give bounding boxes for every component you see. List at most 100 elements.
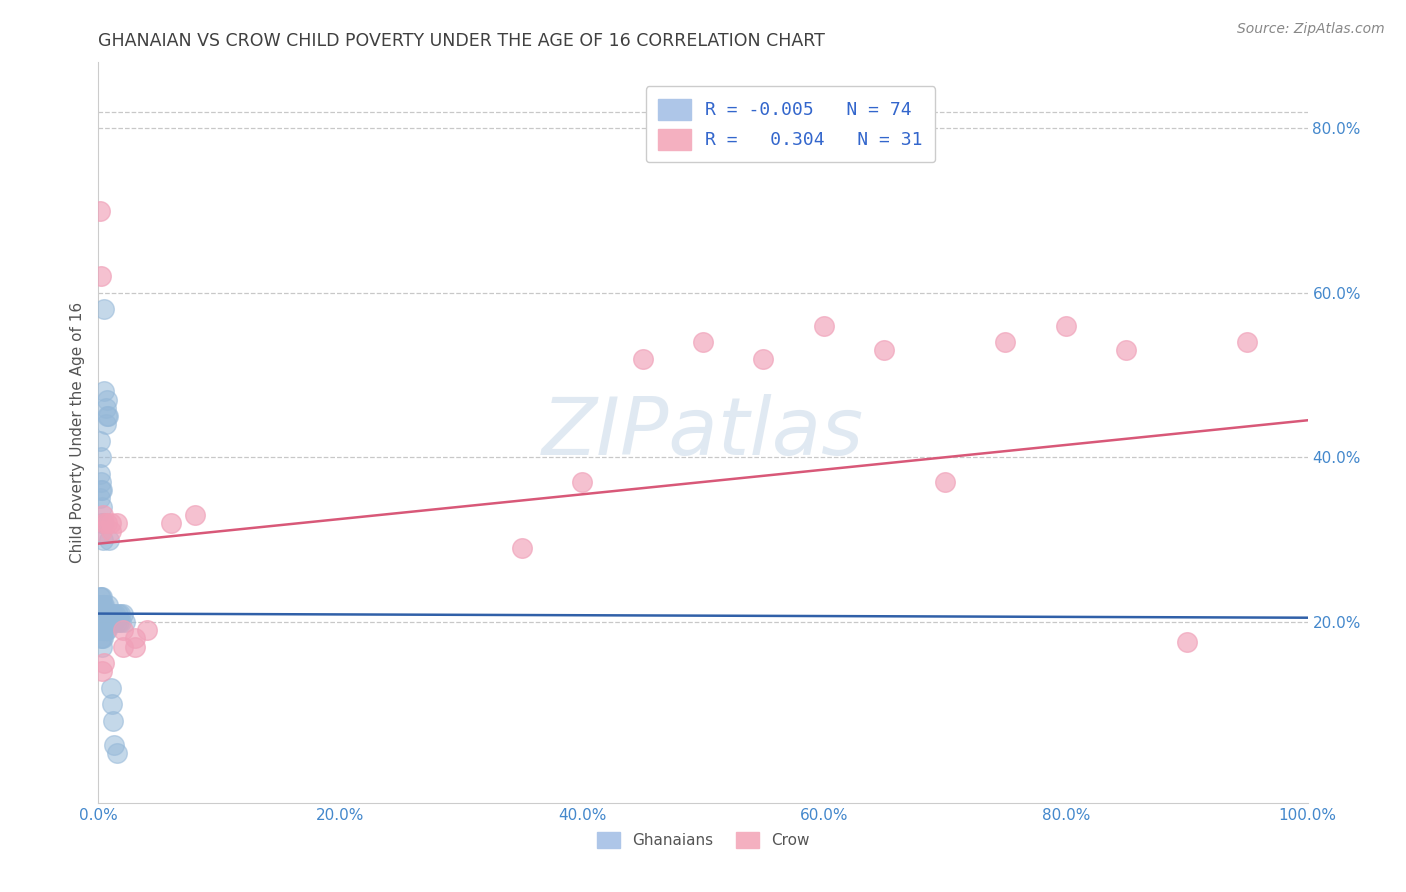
Text: GHANAIAN VS CROW CHILD POVERTY UNDER THE AGE OF 16 CORRELATION CHART: GHANAIAN VS CROW CHILD POVERTY UNDER THE… bbox=[98, 32, 825, 50]
Point bbox=[91, 524, 114, 539]
Point bbox=[101, 714, 124, 728]
Point bbox=[994, 335, 1017, 350]
Point bbox=[89, 615, 111, 629]
Point bbox=[89, 607, 111, 621]
Point bbox=[100, 524, 122, 539]
Point bbox=[94, 417, 117, 432]
Point bbox=[114, 615, 136, 629]
Point bbox=[90, 615, 112, 629]
Text: ZIPatlas: ZIPatlas bbox=[541, 393, 865, 472]
Point bbox=[91, 483, 114, 498]
Point bbox=[510, 541, 533, 555]
Point bbox=[89, 467, 111, 481]
Point bbox=[90, 623, 112, 637]
Point bbox=[135, 623, 157, 637]
Point bbox=[89, 623, 111, 637]
Point bbox=[873, 343, 896, 358]
Point bbox=[105, 747, 128, 761]
Text: Source: ZipAtlas.com: Source: ZipAtlas.com bbox=[1237, 22, 1385, 37]
Point bbox=[1054, 318, 1077, 333]
Legend: Ghanaians, Crow: Ghanaians, Crow bbox=[591, 826, 815, 855]
Point bbox=[111, 607, 134, 621]
Point bbox=[91, 607, 114, 621]
Point bbox=[90, 269, 112, 284]
Point bbox=[98, 607, 121, 621]
Point bbox=[96, 516, 118, 530]
Point bbox=[93, 599, 115, 613]
Point bbox=[90, 450, 112, 465]
Point bbox=[96, 607, 118, 621]
Point bbox=[631, 351, 654, 366]
Point bbox=[107, 607, 129, 621]
Point bbox=[94, 401, 117, 415]
Point bbox=[160, 516, 183, 530]
Point bbox=[103, 615, 125, 629]
Point bbox=[105, 516, 128, 530]
Point bbox=[91, 508, 114, 522]
Point bbox=[91, 599, 114, 613]
Point bbox=[93, 656, 115, 670]
Point bbox=[93, 623, 115, 637]
Point bbox=[91, 615, 114, 629]
Point bbox=[108, 607, 131, 621]
Point bbox=[108, 615, 131, 629]
Point bbox=[184, 508, 207, 522]
Point bbox=[91, 632, 114, 646]
Point bbox=[93, 384, 115, 399]
Point bbox=[91, 533, 114, 547]
Point bbox=[90, 632, 112, 646]
Point bbox=[94, 623, 117, 637]
Point bbox=[96, 623, 118, 637]
Point bbox=[91, 615, 114, 629]
Point bbox=[91, 607, 114, 621]
Point bbox=[97, 599, 120, 613]
Point bbox=[91, 599, 114, 613]
Point bbox=[96, 409, 118, 424]
Point bbox=[91, 640, 114, 654]
Point bbox=[91, 623, 114, 637]
Point bbox=[97, 615, 120, 629]
Point bbox=[1236, 335, 1258, 350]
Point bbox=[111, 623, 134, 637]
Point bbox=[93, 607, 115, 621]
Point bbox=[752, 351, 775, 366]
Point bbox=[100, 607, 122, 621]
Point bbox=[89, 491, 111, 506]
Point bbox=[934, 475, 956, 489]
Point bbox=[94, 615, 117, 629]
Point bbox=[90, 599, 112, 613]
Point bbox=[100, 516, 122, 530]
Point bbox=[1115, 343, 1137, 358]
Point bbox=[98, 533, 121, 547]
Point bbox=[91, 590, 114, 604]
Point bbox=[89, 203, 111, 218]
Point bbox=[91, 632, 114, 646]
Point bbox=[93, 615, 115, 629]
Point bbox=[91, 623, 114, 637]
Point bbox=[100, 681, 122, 695]
Point bbox=[96, 392, 118, 407]
Point bbox=[100, 615, 122, 629]
Point bbox=[90, 607, 112, 621]
Point bbox=[93, 516, 115, 530]
Point bbox=[100, 697, 122, 711]
Point bbox=[101, 607, 124, 621]
Point bbox=[93, 302, 115, 317]
Point bbox=[90, 590, 112, 604]
Point bbox=[91, 664, 114, 678]
Point bbox=[105, 615, 128, 629]
Point bbox=[571, 475, 593, 489]
Point bbox=[91, 500, 114, 514]
Point bbox=[90, 483, 112, 498]
Point bbox=[94, 607, 117, 621]
Point bbox=[124, 632, 146, 646]
Y-axis label: Child Poverty Under the Age of 16: Child Poverty Under the Age of 16 bbox=[69, 302, 84, 563]
Point bbox=[1175, 635, 1198, 649]
Point bbox=[96, 615, 118, 629]
Point bbox=[110, 615, 132, 629]
Point bbox=[100, 615, 122, 629]
Point bbox=[89, 599, 111, 613]
Point bbox=[89, 434, 111, 448]
Point bbox=[692, 335, 714, 350]
Point bbox=[813, 318, 835, 333]
